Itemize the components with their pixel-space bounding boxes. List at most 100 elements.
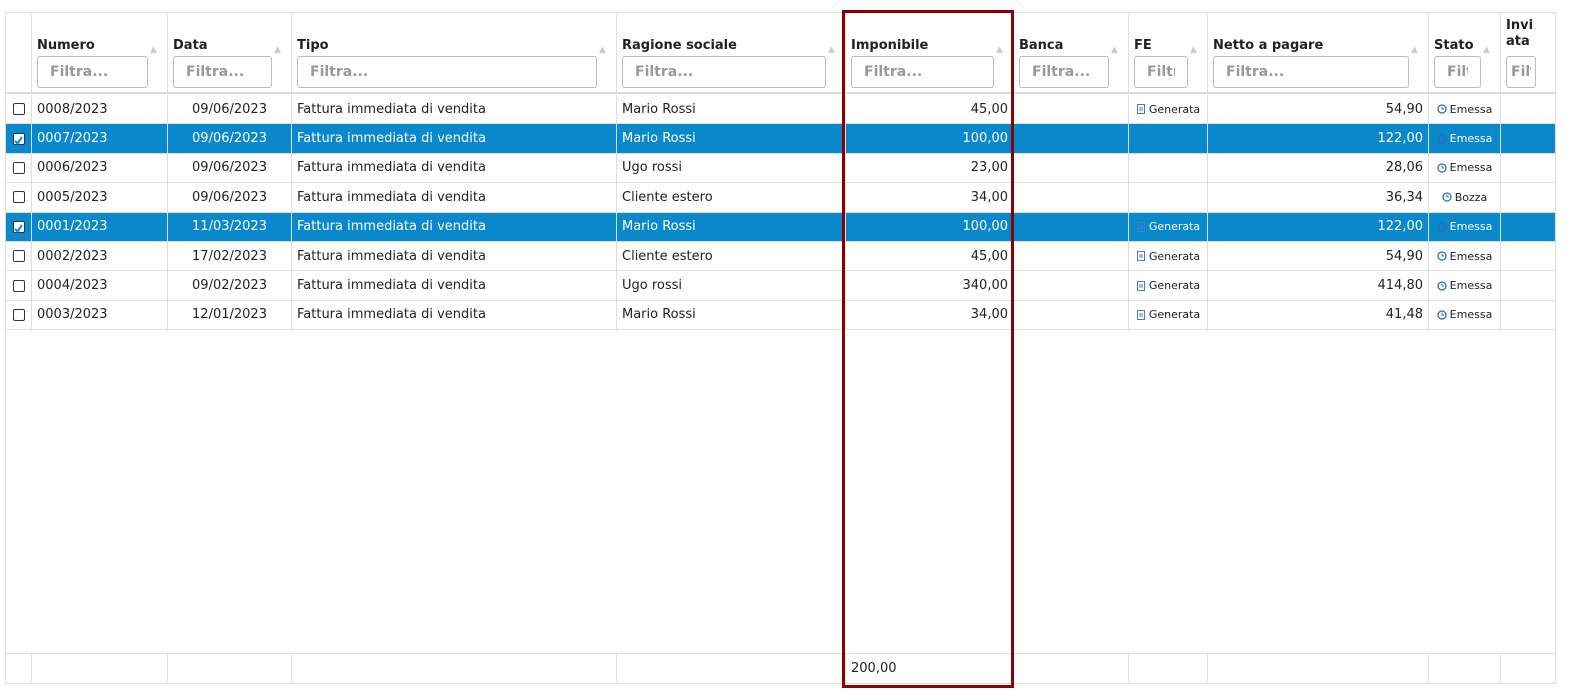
status-icon xyxy=(1437,133,1447,144)
header-cell: Inviata xyxy=(1501,13,1556,92)
table-cell: Mario Rossi xyxy=(617,212,846,241)
table-cell: 414,80 xyxy=(1208,271,1429,300)
filter-input[interactable] xyxy=(1506,56,1536,88)
filter-input[interactable] xyxy=(622,56,826,88)
filter-input[interactable] xyxy=(851,56,994,88)
cell-text: 0008/2023 xyxy=(37,101,108,117)
row-checkbox[interactable] xyxy=(12,191,25,204)
filter-input[interactable] xyxy=(173,56,272,88)
table-cell: Ugo rossi xyxy=(617,271,846,300)
table-cell xyxy=(1014,271,1129,300)
column-header: Stato xyxy=(1434,38,1474,53)
table-cell: 09/02/2023 xyxy=(168,271,292,300)
cell-text: Fattura immediata di vendita xyxy=(297,219,486,235)
cell-text: 100,00 xyxy=(962,131,1009,147)
table-cell xyxy=(1014,124,1129,153)
filter-input[interactable] xyxy=(1134,56,1188,88)
table-cell: Mario Rossi xyxy=(617,95,846,124)
cell-text: 34,00 xyxy=(970,307,1008,323)
sort-arrow: ▲ xyxy=(274,45,281,55)
table-cell: 0008/2023 xyxy=(32,95,168,124)
table-cell: 17/02/2023 xyxy=(168,242,292,271)
cell-text: Fattura immediata di vendita xyxy=(297,307,486,323)
table-cell: Bozza xyxy=(1429,183,1501,212)
table-cell: 34,00 xyxy=(846,183,1014,212)
cell-text: Generata xyxy=(1148,279,1201,293)
footer-cell xyxy=(292,654,617,683)
sort-arrow: ▲ xyxy=(1483,45,1490,55)
cell-text: 122,00 xyxy=(1377,219,1424,235)
table-cell: Generata xyxy=(1129,300,1208,330)
table-cell: Mario Rossi xyxy=(617,124,846,153)
filter-input[interactable] xyxy=(37,56,148,88)
cell-text: 23,00 xyxy=(970,160,1008,176)
status-icon xyxy=(1136,251,1145,262)
sort-arrow: ▲ xyxy=(1411,45,1418,55)
row-checkbox[interactable] xyxy=(12,161,25,174)
status-icon xyxy=(1136,221,1145,232)
status-icon xyxy=(1437,310,1447,320)
table-cell: 11/03/2023 xyxy=(168,212,292,241)
table-cell: Ugo rossi xyxy=(617,153,846,183)
cell-text: Fattura immediata di vendita xyxy=(297,101,486,117)
table-cell: Emessa xyxy=(1429,95,1501,124)
filter-input[interactable] xyxy=(297,56,597,88)
table-cell xyxy=(1014,95,1129,124)
cell-text: Emessa xyxy=(1449,132,1493,146)
table-cell: 0007/2023 xyxy=(32,124,168,153)
cell-text: 100,00 xyxy=(962,219,1009,235)
check xyxy=(13,224,23,233)
filter-input[interactable] xyxy=(1434,56,1481,88)
cell-text: 0003/2023 xyxy=(37,307,108,323)
table-cell: 0004/2023 xyxy=(32,271,168,300)
cell-text: Emessa xyxy=(1449,279,1493,293)
footer-cell xyxy=(1014,654,1129,683)
sort-arrow: ▲ xyxy=(828,45,835,55)
table-cell xyxy=(1129,183,1208,212)
row-checkbox[interactable] xyxy=(12,220,25,233)
cell-text: Bozza xyxy=(1454,190,1488,204)
header-cell: Numero ▲ xyxy=(32,13,168,92)
table-cell: Cliente estero xyxy=(617,242,846,271)
table-cell: 09/06/2023 xyxy=(168,153,292,183)
row-checkbox[interactable] xyxy=(12,250,25,263)
cell-text: 0007/2023 xyxy=(37,131,108,147)
table-cell: Fattura immediata di vendita xyxy=(292,271,617,300)
table-cell: Generata xyxy=(1129,271,1208,300)
checkbox-cell xyxy=(6,271,32,300)
footer-cell xyxy=(1501,654,1556,683)
sort-arrow: ▲ xyxy=(1111,45,1118,55)
cell-text: Mario Rossi xyxy=(622,101,696,117)
row-checkbox[interactable] xyxy=(12,279,25,292)
filter-input[interactable] xyxy=(1213,56,1409,88)
table-cell: Generata xyxy=(1129,242,1208,271)
cell-text: 122,00 xyxy=(1377,131,1424,147)
row-checkbox[interactable] xyxy=(12,103,25,116)
cell-text: 09/02/2023 xyxy=(192,278,267,294)
cell-text: Generata xyxy=(1148,102,1201,116)
table-cell xyxy=(1129,153,1208,183)
column-header: Imponibile xyxy=(851,38,929,53)
table-cell: 0003/2023 xyxy=(32,300,168,330)
cell-text: 0004/2023 xyxy=(37,278,108,294)
checkbox-cell xyxy=(6,242,32,271)
cell-text: 0006/2023 xyxy=(37,160,108,176)
cell-text: 54,90 xyxy=(1385,248,1423,264)
header-cell: Tipo ▲ xyxy=(292,13,617,92)
cell-text: 54,90 xyxy=(1385,101,1423,117)
status-icon xyxy=(1437,163,1447,173)
row-checkbox[interactable] xyxy=(12,132,25,145)
column-header: Numero xyxy=(37,38,95,53)
filter-input[interactable] xyxy=(1019,56,1109,88)
table-cell: Fattura immediata di vendita xyxy=(292,242,617,271)
column-header: Netto a pagare xyxy=(1213,38,1324,53)
cell-text: 34,00 xyxy=(970,189,1008,205)
row-checkbox[interactable] xyxy=(12,308,25,321)
cell-text: Emessa xyxy=(1449,308,1493,322)
footer-cell xyxy=(168,654,292,683)
table-cell: Fattura immediata di vendita xyxy=(292,153,617,183)
footer-cell xyxy=(617,654,846,683)
table-row: 0008/2023 09/06/2023 Fattura immediata di … xyxy=(6,95,1556,125)
header-cell xyxy=(6,13,32,92)
checkbox-cell xyxy=(6,124,32,153)
